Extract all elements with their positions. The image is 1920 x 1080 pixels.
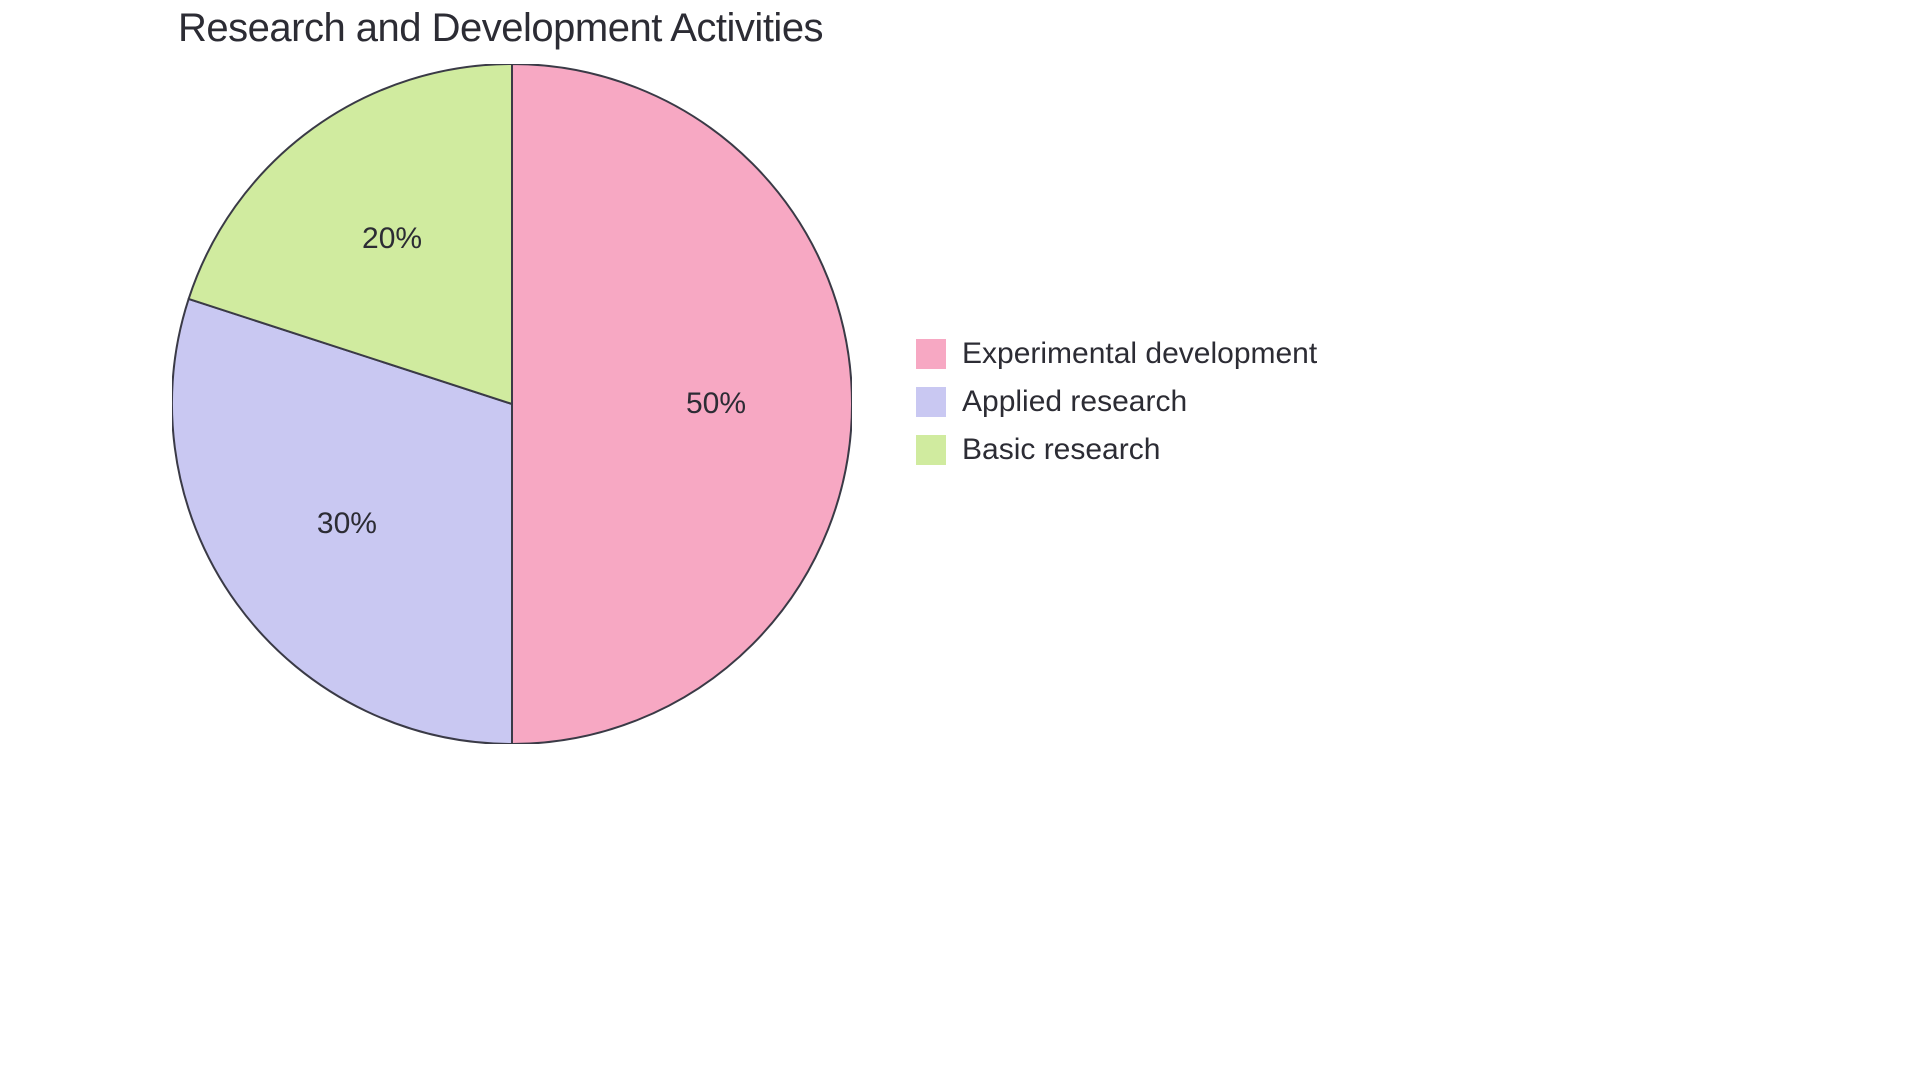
legend-swatch-0 — [916, 339, 946, 369]
legend-swatch-1 — [916, 387, 946, 417]
chart-title: Research and Development Activities — [178, 6, 823, 51]
slice-label-1: 30% — [317, 507, 377, 541]
pie-svg — [172, 64, 852, 744]
pie-chart: Research and Development Activities 50% … — [0, 0, 1466, 776]
pie-area: 50% 30% 20% — [172, 64, 852, 744]
legend: Experimental development Applied researc… — [916, 334, 1336, 478]
legend-item-1: Applied research — [916, 382, 1336, 422]
legend-label-1: Applied research — [962, 385, 1187, 419]
pie-slice-0 — [512, 64, 852, 744]
legend-item-2: Basic research — [916, 430, 1336, 470]
slice-label-2: 20% — [362, 222, 422, 256]
legend-item-0: Experimental development — [916, 334, 1336, 374]
slice-label-0: 50% — [686, 387, 746, 421]
legend-label-2: Basic research — [962, 433, 1160, 467]
legend-swatch-2 — [916, 435, 946, 465]
legend-label-0: Experimental development — [962, 337, 1317, 371]
